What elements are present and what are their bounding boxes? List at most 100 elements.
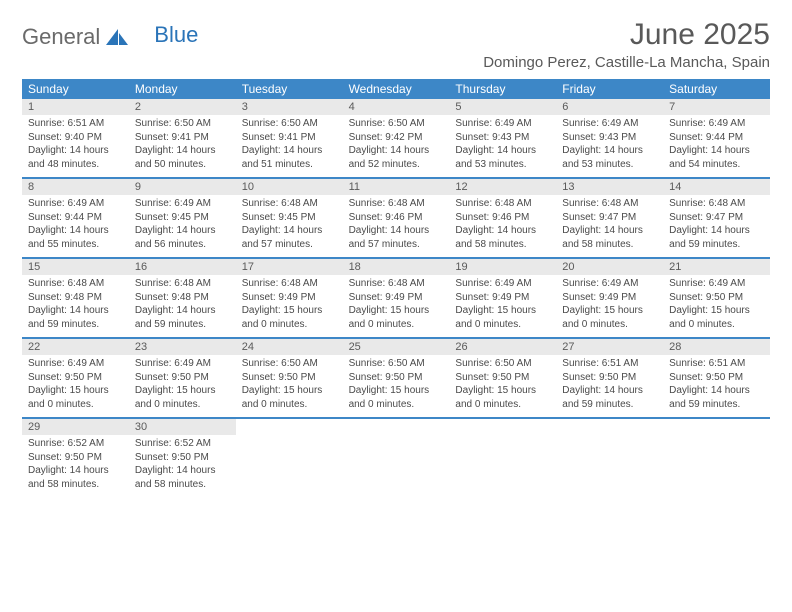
sunset-text: Sunset: 9:50 PM [28,451,123,465]
day-details: Sunrise: 6:49 AMSunset: 9:43 PMDaylight:… [556,115,663,177]
sunset-text: Sunset: 9:43 PM [455,131,550,145]
day-details: Sunrise: 6:50 AMSunset: 9:50 PMDaylight:… [343,355,450,417]
day-cell: 30Sunrise: 6:52 AMSunset: 9:50 PMDayligh… [129,419,236,497]
daylight-text-2: and 56 minutes. [135,238,230,252]
daylight-text-2: and 53 minutes. [455,158,550,172]
sunrise-text: Sunrise: 6:50 AM [349,357,444,371]
daylight-text-2: and 0 minutes. [562,318,657,332]
day-cell: 23Sunrise: 6:49 AMSunset: 9:50 PMDayligh… [129,339,236,417]
day-cell [236,419,343,497]
sunset-text: Sunset: 9:49 PM [562,291,657,305]
daylight-text-2: and 55 minutes. [28,238,123,252]
sunset-text: Sunset: 9:50 PM [669,371,764,385]
sunrise-text: Sunrise: 6:50 AM [242,357,337,371]
day-cell: 26Sunrise: 6:50 AMSunset: 9:50 PMDayligh… [449,339,556,417]
day-number: 30 [129,419,236,435]
day-cell: 2Sunrise: 6:50 AMSunset: 9:41 PMDaylight… [129,99,236,177]
sunrise-text: Sunrise: 6:49 AM [562,277,657,291]
day-number: 8 [22,179,129,195]
daylight-text-1: Daylight: 14 hours [242,224,337,238]
day-details: Sunrise: 6:48 AMSunset: 9:46 PMDaylight:… [449,195,556,257]
day-cell: 14Sunrise: 6:48 AMSunset: 9:47 PMDayligh… [663,179,770,257]
sunset-text: Sunset: 9:41 PM [135,131,230,145]
sunrise-text: Sunrise: 6:48 AM [242,197,337,211]
day-cell: 10Sunrise: 6:48 AMSunset: 9:45 PMDayligh… [236,179,343,257]
daylight-text-1: Daylight: 14 hours [455,224,550,238]
sunrise-text: Sunrise: 6:49 AM [135,197,230,211]
sunrise-text: Sunrise: 6:50 AM [135,117,230,131]
daylight-text-1: Daylight: 14 hours [562,384,657,398]
daylight-text-1: Daylight: 14 hours [669,144,764,158]
day-number: 12 [449,179,556,195]
daylight-text-1: Daylight: 14 hours [135,464,230,478]
daylight-text-1: Daylight: 14 hours [669,224,764,238]
day-details: Sunrise: 6:51 AMSunset: 9:40 PMDaylight:… [22,115,129,177]
daylight-text-1: Daylight: 15 hours [242,304,337,318]
daylight-text-1: Daylight: 14 hours [455,144,550,158]
day-cell: 15Sunrise: 6:48 AMSunset: 9:48 PMDayligh… [22,259,129,337]
sunrise-text: Sunrise: 6:49 AM [28,197,123,211]
day-cell: 18Sunrise: 6:48 AMSunset: 9:49 PMDayligh… [343,259,450,337]
day-cell: 5Sunrise: 6:49 AMSunset: 9:43 PMDaylight… [449,99,556,177]
day-cell: 6Sunrise: 6:49 AMSunset: 9:43 PMDaylight… [556,99,663,177]
logo-sail-icon [104,27,132,47]
daylight-text-2: and 51 minutes. [242,158,337,172]
day-details: Sunrise: 6:50 AMSunset: 9:41 PMDaylight:… [129,115,236,177]
day-number: 13 [556,179,663,195]
week-row: 22Sunrise: 6:49 AMSunset: 9:50 PMDayligh… [22,339,770,419]
week-row: 15Sunrise: 6:48 AMSunset: 9:48 PMDayligh… [22,259,770,339]
sunset-text: Sunset: 9:50 PM [135,371,230,385]
month-title: June 2025 [483,18,770,52]
day-cell: 24Sunrise: 6:50 AMSunset: 9:50 PMDayligh… [236,339,343,417]
sunset-text: Sunset: 9:50 PM [562,371,657,385]
daylight-text-1: Daylight: 14 hours [135,144,230,158]
sunrise-text: Sunrise: 6:48 AM [28,277,123,291]
daylight-text-2: and 0 minutes. [242,398,337,412]
day-details: Sunrise: 6:49 AMSunset: 9:50 PMDaylight:… [22,355,129,417]
week-row: 29Sunrise: 6:52 AMSunset: 9:50 PMDayligh… [22,419,770,497]
day-cell [449,419,556,497]
weeks-container: 1Sunrise: 6:51 AMSunset: 9:40 PMDaylight… [22,99,770,497]
sunrise-text: Sunrise: 6:48 AM [242,277,337,291]
day-number: 7 [663,99,770,115]
sunrise-text: Sunrise: 6:52 AM [135,437,230,451]
day-number: 10 [236,179,343,195]
day-details: Sunrise: 6:49 AMSunset: 9:44 PMDaylight:… [22,195,129,257]
daylight-text-1: Daylight: 15 hours [669,304,764,318]
title-block: June 2025 Domingo Perez, Castille-La Man… [483,18,770,71]
daylight-text-2: and 57 minutes. [349,238,444,252]
day-number: 17 [236,259,343,275]
daylight-text-2: and 59 minutes. [562,398,657,412]
day-details: Sunrise: 6:51 AMSunset: 9:50 PMDaylight:… [556,355,663,417]
daylight-text-1: Daylight: 15 hours [349,304,444,318]
day-cell [663,419,770,497]
day-number: 9 [129,179,236,195]
dayname-tue: Tuesday [236,79,343,99]
daylight-text-2: and 58 minutes. [455,238,550,252]
daylight-text-2: and 0 minutes. [135,398,230,412]
day-details: Sunrise: 6:48 AMSunset: 9:48 PMDaylight:… [22,275,129,337]
day-cell: 16Sunrise: 6:48 AMSunset: 9:48 PMDayligh… [129,259,236,337]
sunrise-text: Sunrise: 6:49 AM [669,117,764,131]
sunset-text: Sunset: 9:45 PM [135,211,230,225]
day-details: Sunrise: 6:48 AMSunset: 9:47 PMDaylight:… [556,195,663,257]
sunset-text: Sunset: 9:47 PM [669,211,764,225]
dayname-sat: Saturday [663,79,770,99]
day-cell: 7Sunrise: 6:49 AMSunset: 9:44 PMDaylight… [663,99,770,177]
sunset-text: Sunset: 9:50 PM [349,371,444,385]
sunrise-text: Sunrise: 6:48 AM [455,197,550,211]
daylight-text-1: Daylight: 15 hours [562,304,657,318]
dayname-row: Sunday Monday Tuesday Wednesday Thursday… [22,79,770,99]
day-number: 5 [449,99,556,115]
day-cell: 13Sunrise: 6:48 AMSunset: 9:47 PMDayligh… [556,179,663,257]
sunset-text: Sunset: 9:46 PM [349,211,444,225]
dayname-mon: Monday [129,79,236,99]
day-cell: 1Sunrise: 6:51 AMSunset: 9:40 PMDaylight… [22,99,129,177]
day-number: 15 [22,259,129,275]
sunset-text: Sunset: 9:44 PM [28,211,123,225]
sunset-text: Sunset: 9:50 PM [242,371,337,385]
day-cell: 29Sunrise: 6:52 AMSunset: 9:50 PMDayligh… [22,419,129,497]
day-details: Sunrise: 6:50 AMSunset: 9:50 PMDaylight:… [449,355,556,417]
sunset-text: Sunset: 9:46 PM [455,211,550,225]
sunrise-text: Sunrise: 6:48 AM [135,277,230,291]
